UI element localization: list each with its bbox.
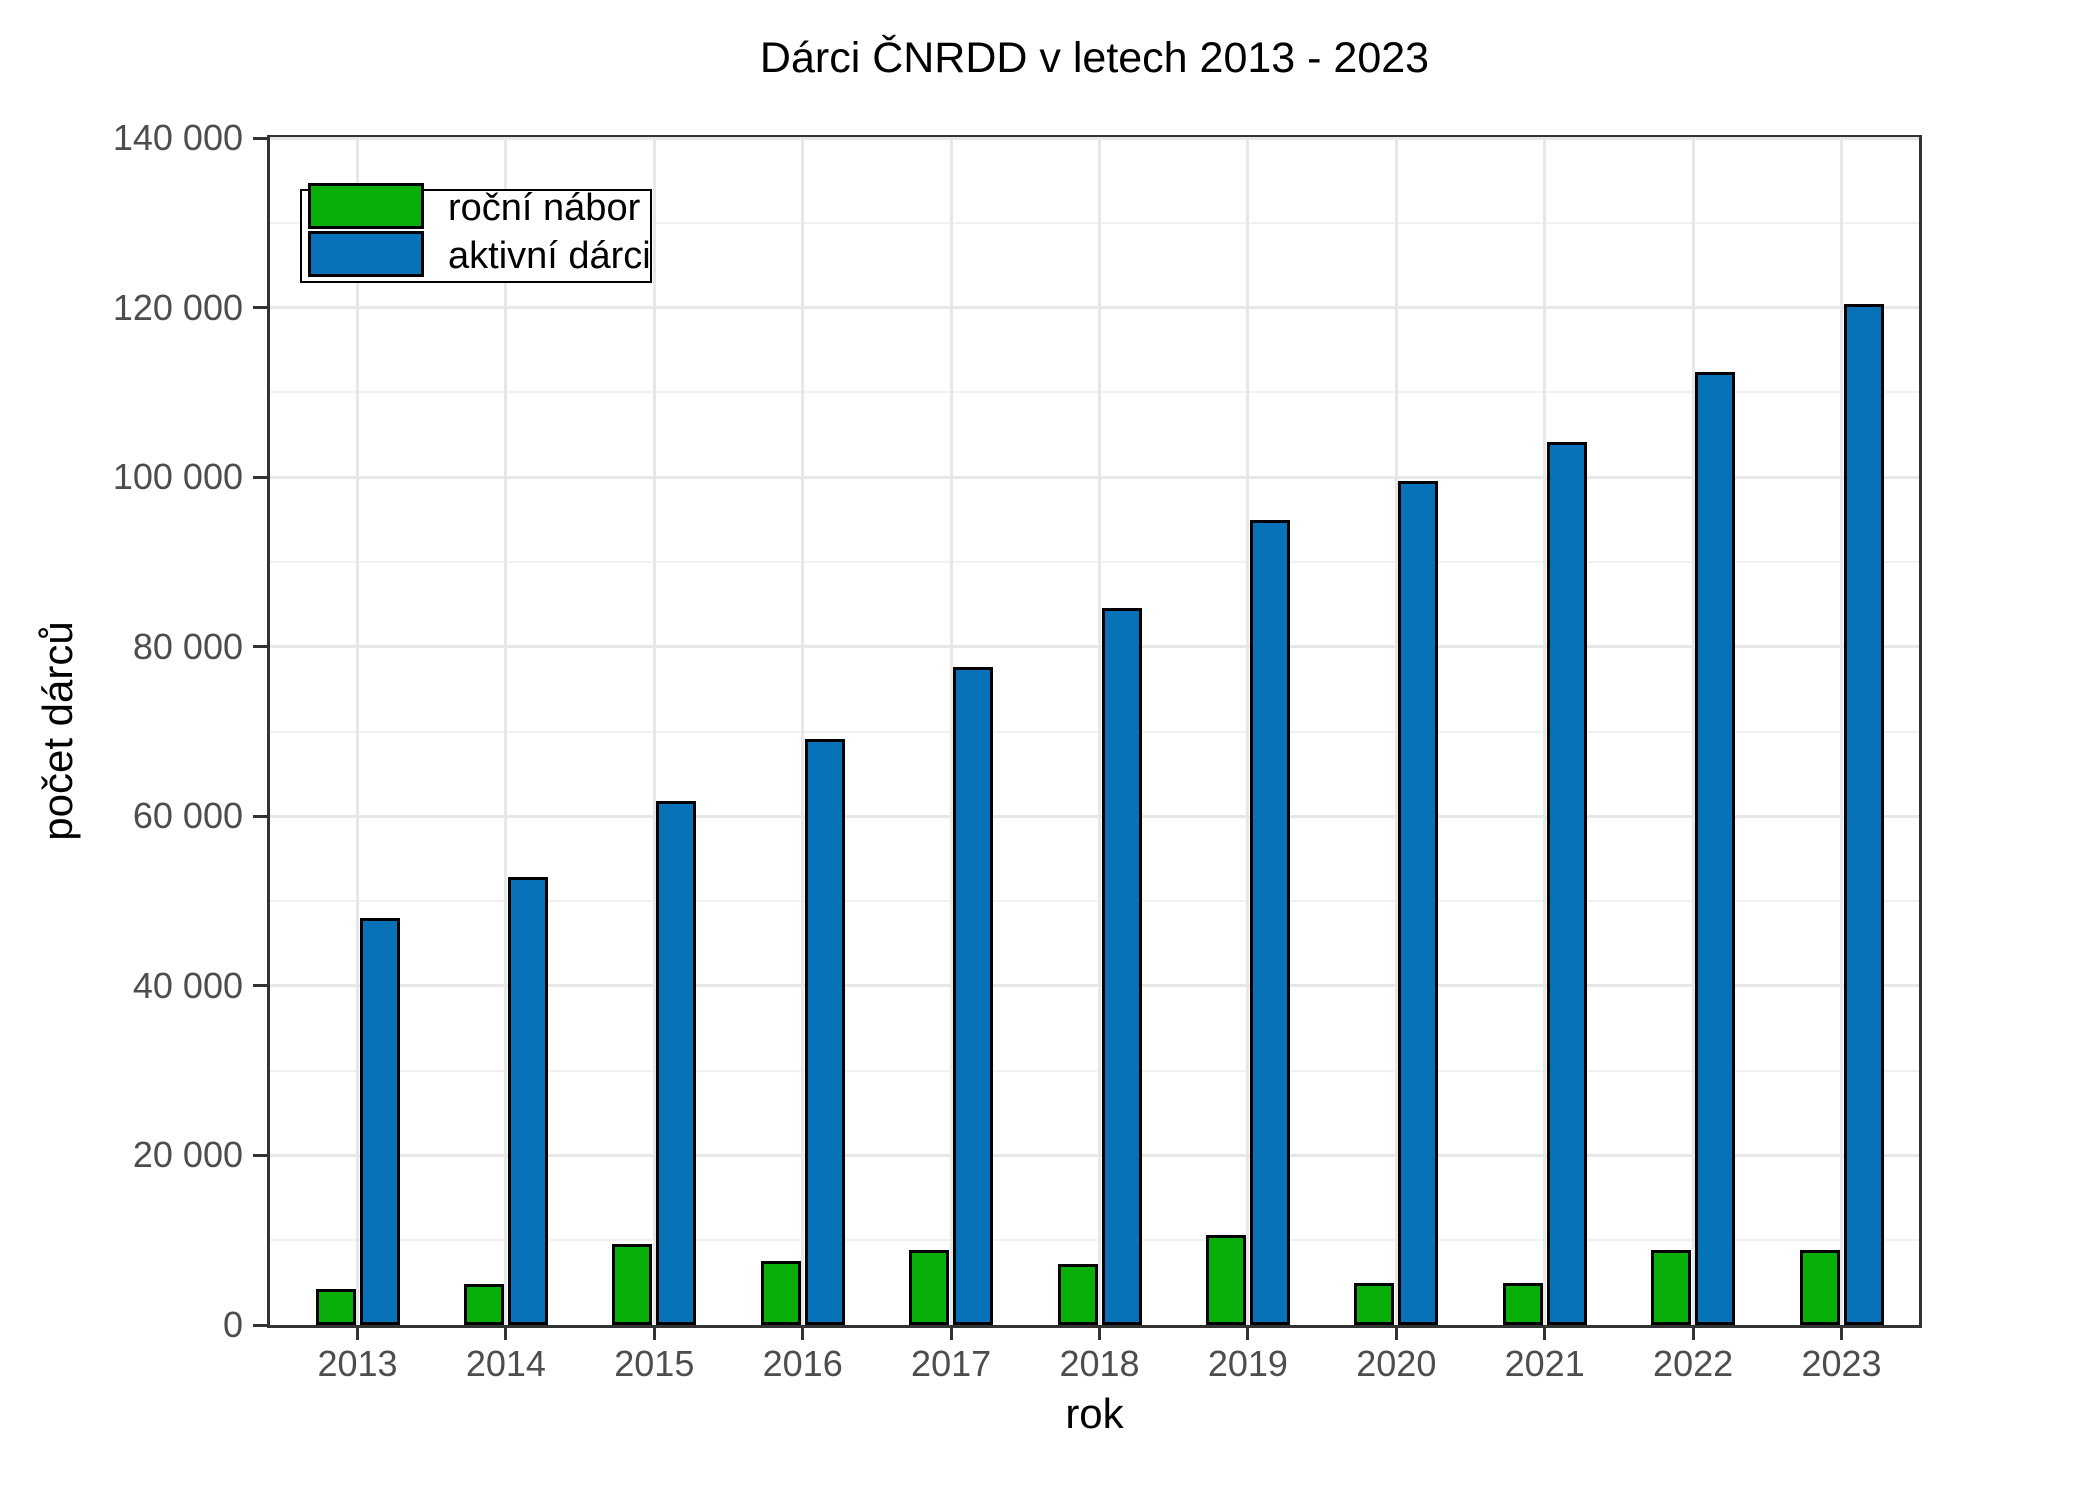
y-tick-mark [253,475,267,479]
gridline-minor [270,730,1919,733]
bar-rocni-nabor [1799,1249,1840,1325]
legend-swatch-aktivni-darci [308,231,424,277]
chart-title: Dárci ČNRDD v letech 2013 - 2023 [759,34,1430,82]
y-tick-label: 40 000 [132,964,243,1006]
x-tick-mark [1840,1326,1843,1340]
gridline-vertical [949,138,953,1325]
x-tick-label: 2017 [911,1343,992,1384]
bar-aktivni-darci [1249,519,1290,1325]
gridline-minor [270,1239,1919,1242]
gridline-minor [270,900,1919,903]
bar-aktivni-darci [1843,304,1884,1325]
gridline-vertical [1840,138,1843,1325]
x-tick-mark [652,1326,656,1340]
gridline-major [270,814,1919,818]
bar-rocni-nabor [760,1261,801,1325]
y-tick-label: 0 [222,1304,243,1345]
gridline-vertical [1098,138,1101,1325]
legend-swatch-rocni-nabor [308,183,424,229]
bar-rocni-nabor [463,1284,504,1325]
bar-aktivni-darci [507,877,548,1325]
y-tick-label: 120 000 [112,286,243,328]
gridline-vertical [1246,138,1250,1325]
legend-label-aktivni-darci: aktivní dárci [448,235,651,277]
bar-rocni-nabor [1502,1283,1543,1325]
bar-aktivni-darci [953,667,994,1325]
gridline-vertical [652,138,656,1325]
gridline-vertical [1691,138,1695,1325]
gridline-vertical [1543,138,1547,1325]
gridline-major [270,1153,1919,1157]
plot-panel [267,135,1922,1328]
y-tick-mark [253,645,267,649]
x-tick-mark [1098,1326,1101,1340]
gridline-minor [270,391,1919,394]
y-tick-mark [253,984,267,988]
bar-rocni-nabor [1354,1282,1395,1325]
gridline-vertical [504,138,508,1325]
gridline-major [270,475,1919,479]
bar-rocni-nabor [1205,1235,1246,1325]
y-tick-mark [253,136,267,140]
x-tick-label: 2019 [1207,1343,1288,1384]
y-tick-label: 60 000 [132,795,243,837]
bar-aktivni-darci [1398,481,1439,1325]
bar-rocni-nabor [1651,1250,1692,1325]
gridline-minor [270,221,1919,224]
bar-aktivni-darci [656,801,697,1325]
x-tick-label: 2015 [614,1343,695,1384]
bar-rocni-nabor [315,1289,356,1325]
y-tick-label: 20 000 [132,1134,243,1176]
y-tick-mark [253,1323,267,1327]
x-tick-label: 2020 [1356,1343,1437,1384]
bar-aktivni-darci [1695,372,1736,1325]
x-tick-mark [949,1326,953,1340]
x-tick-label: 2014 [465,1343,546,1384]
gridline-major [270,645,1919,649]
x-tick-label: 2021 [1504,1343,1585,1384]
gridline-minor [270,560,1919,563]
gridline-vertical [356,138,359,1325]
x-axis-title: rok [1065,1390,1124,1437]
y-tick-mark [253,814,267,818]
x-tick-label: 2018 [1059,1343,1140,1384]
y-tick-mark [253,306,267,310]
bar-aktivni-darci [1101,607,1142,1325]
bar-rocni-nabor [909,1250,950,1325]
bar-rocni-nabor [1057,1263,1098,1325]
x-tick-label: 2023 [1801,1343,1882,1384]
gridline-major [270,136,1919,140]
gridline-minor [270,1069,1919,1072]
bar-aktivni-darci [1546,442,1587,1325]
y-tick-mark [253,1153,267,1157]
x-tick-label: 2016 [762,1343,843,1384]
x-tick-mark [801,1326,805,1340]
bar-rocni-nabor [612,1244,653,1325]
legend: roční nábor aktivní dárci [300,183,652,283]
y-tick-label: 100 000 [112,456,243,498]
legend-label-rocni-nabor: roční nábor [448,187,641,229]
x-tick-mark [504,1326,508,1340]
x-tick-label: 2013 [317,1343,398,1384]
gridline-major [270,984,1919,988]
x-tick-mark [1246,1326,1250,1340]
gridline-vertical [801,138,805,1325]
gridline-major [270,306,1919,310]
bar-aktivni-darci [804,739,845,1325]
bar-aktivni-darci [359,918,400,1325]
x-tick-mark [1543,1326,1547,1340]
y-tick-label: 80 000 [132,625,243,667]
x-tick-label: 2022 [1653,1343,1734,1384]
gridline-vertical [1394,138,1398,1325]
x-tick-mark [1691,1326,1695,1340]
x-tick-mark [356,1326,359,1340]
y-tick-label: 140 000 [112,117,243,158]
x-tick-mark [1394,1326,1398,1340]
